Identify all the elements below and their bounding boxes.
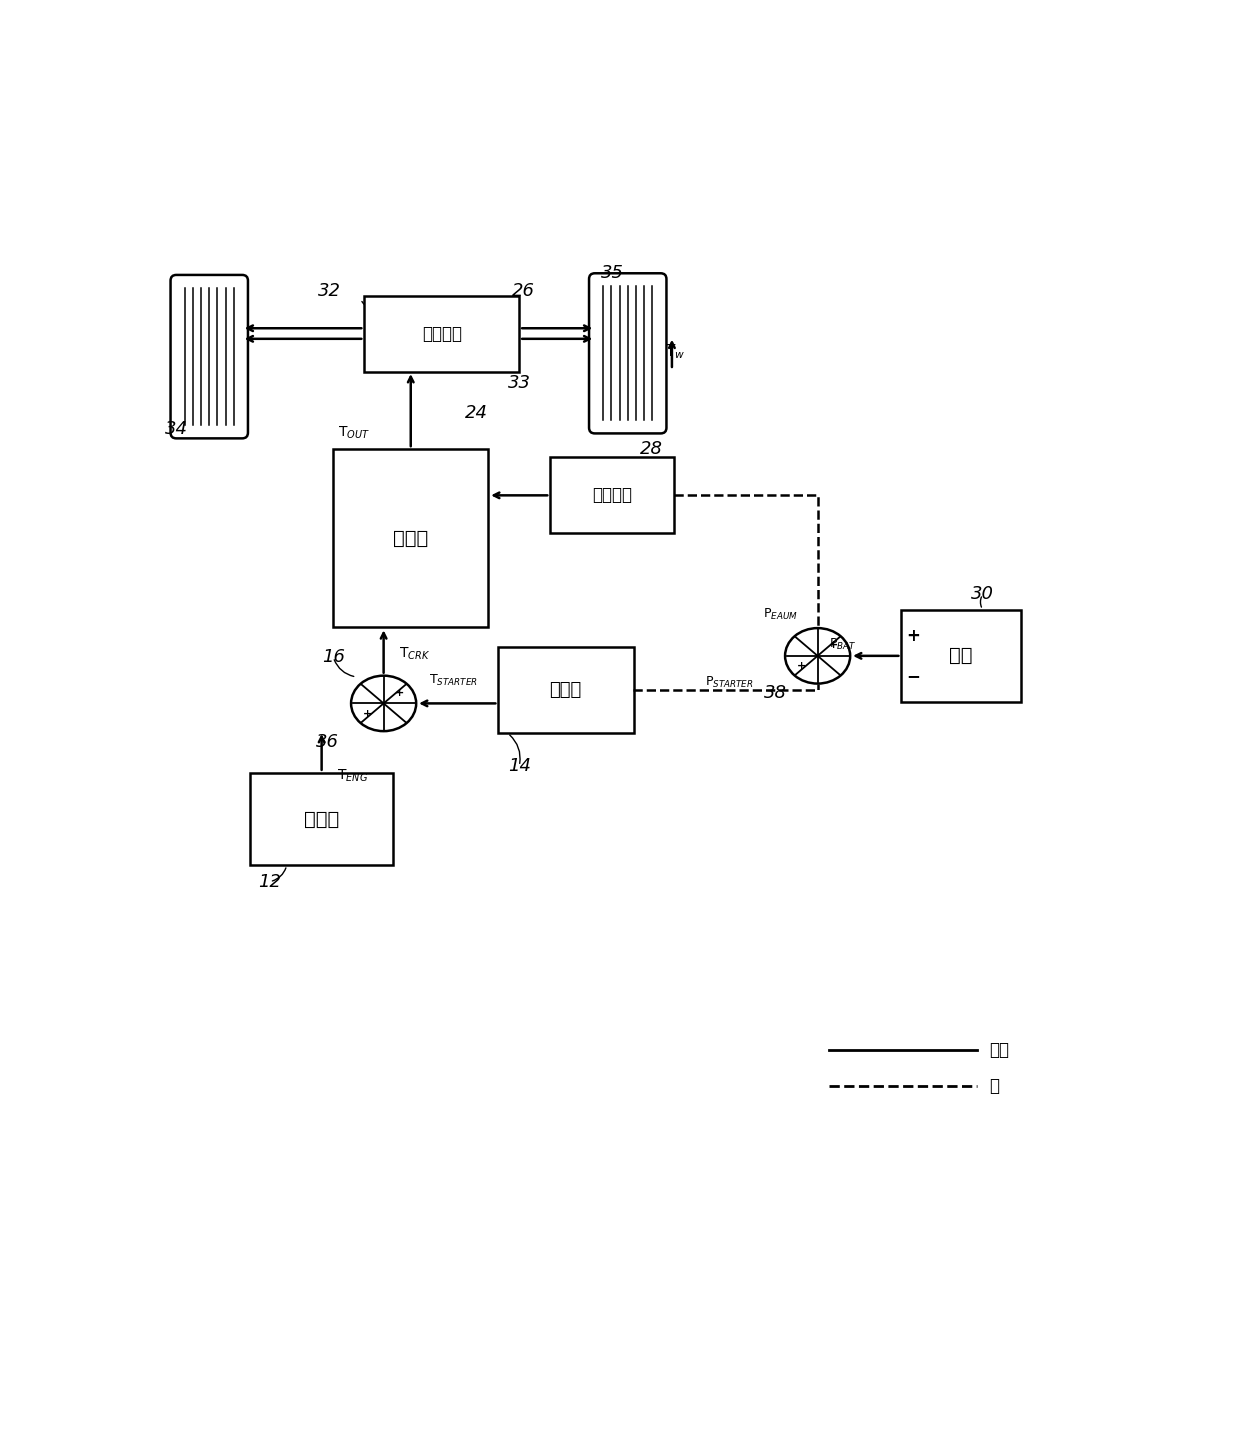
Text: 35: 35 — [600, 263, 624, 282]
Text: 起动机: 起动机 — [549, 681, 582, 700]
FancyArrowPatch shape — [362, 301, 393, 317]
Text: 机械: 机械 — [990, 1042, 1009, 1059]
Text: P$_{STARTER}$: P$_{STARTER}$ — [706, 675, 754, 690]
Text: T$_{STARTER}$: T$_{STARTER}$ — [429, 672, 477, 688]
FancyBboxPatch shape — [171, 275, 248, 438]
FancyArrowPatch shape — [589, 281, 606, 311]
Text: P$_{BAT}$: P$_{BAT}$ — [830, 636, 857, 652]
Text: 电池: 电池 — [950, 646, 972, 665]
Bar — [901, 610, 1021, 703]
Text: +: + — [797, 662, 806, 671]
Text: −: − — [906, 668, 920, 685]
FancyArrowPatch shape — [510, 735, 520, 764]
Ellipse shape — [351, 675, 417, 732]
Text: T$_{ENG}$: T$_{ENG}$ — [337, 768, 368, 784]
Text: T$_{CRK}$: T$_{CRK}$ — [399, 646, 430, 662]
Text: 32: 32 — [317, 282, 341, 300]
Text: 主减速器: 主减速器 — [422, 324, 461, 342]
Text: +: + — [363, 709, 372, 719]
Text: 电辅助泵: 电辅助泵 — [593, 486, 632, 505]
Text: 发动机: 发动机 — [304, 809, 340, 828]
Text: P$_{EAUM}$: P$_{EAUM}$ — [764, 607, 799, 621]
Bar — [250, 773, 393, 866]
Text: 33: 33 — [507, 374, 531, 391]
Ellipse shape — [785, 629, 851, 684]
Text: 电: 电 — [990, 1078, 999, 1096]
Text: 36: 36 — [315, 733, 339, 751]
Bar — [551, 457, 675, 534]
FancyArrowPatch shape — [273, 867, 286, 880]
Text: 变速器: 变速器 — [393, 528, 428, 547]
Text: T$_{OUT}$: T$_{OUT}$ — [339, 425, 371, 441]
Text: 16: 16 — [321, 647, 345, 666]
Bar — [334, 450, 489, 627]
Text: +: + — [906, 627, 920, 645]
Text: 30: 30 — [971, 585, 994, 604]
Text: 28: 28 — [640, 439, 662, 458]
Text: 26: 26 — [512, 282, 534, 300]
Text: 38: 38 — [764, 684, 786, 703]
FancyBboxPatch shape — [589, 274, 666, 434]
Text: 34: 34 — [165, 420, 188, 438]
Bar — [498, 647, 634, 733]
FancyArrowPatch shape — [180, 425, 200, 431]
Text: +: + — [396, 688, 404, 698]
Text: T$_w$: T$_w$ — [665, 343, 686, 361]
FancyArrowPatch shape — [490, 300, 518, 314]
Bar — [365, 295, 520, 371]
Text: 14: 14 — [507, 757, 531, 776]
Text: 12: 12 — [258, 873, 281, 890]
FancyArrowPatch shape — [335, 659, 353, 677]
Text: +: + — [830, 640, 838, 650]
Text: 24: 24 — [465, 404, 489, 422]
